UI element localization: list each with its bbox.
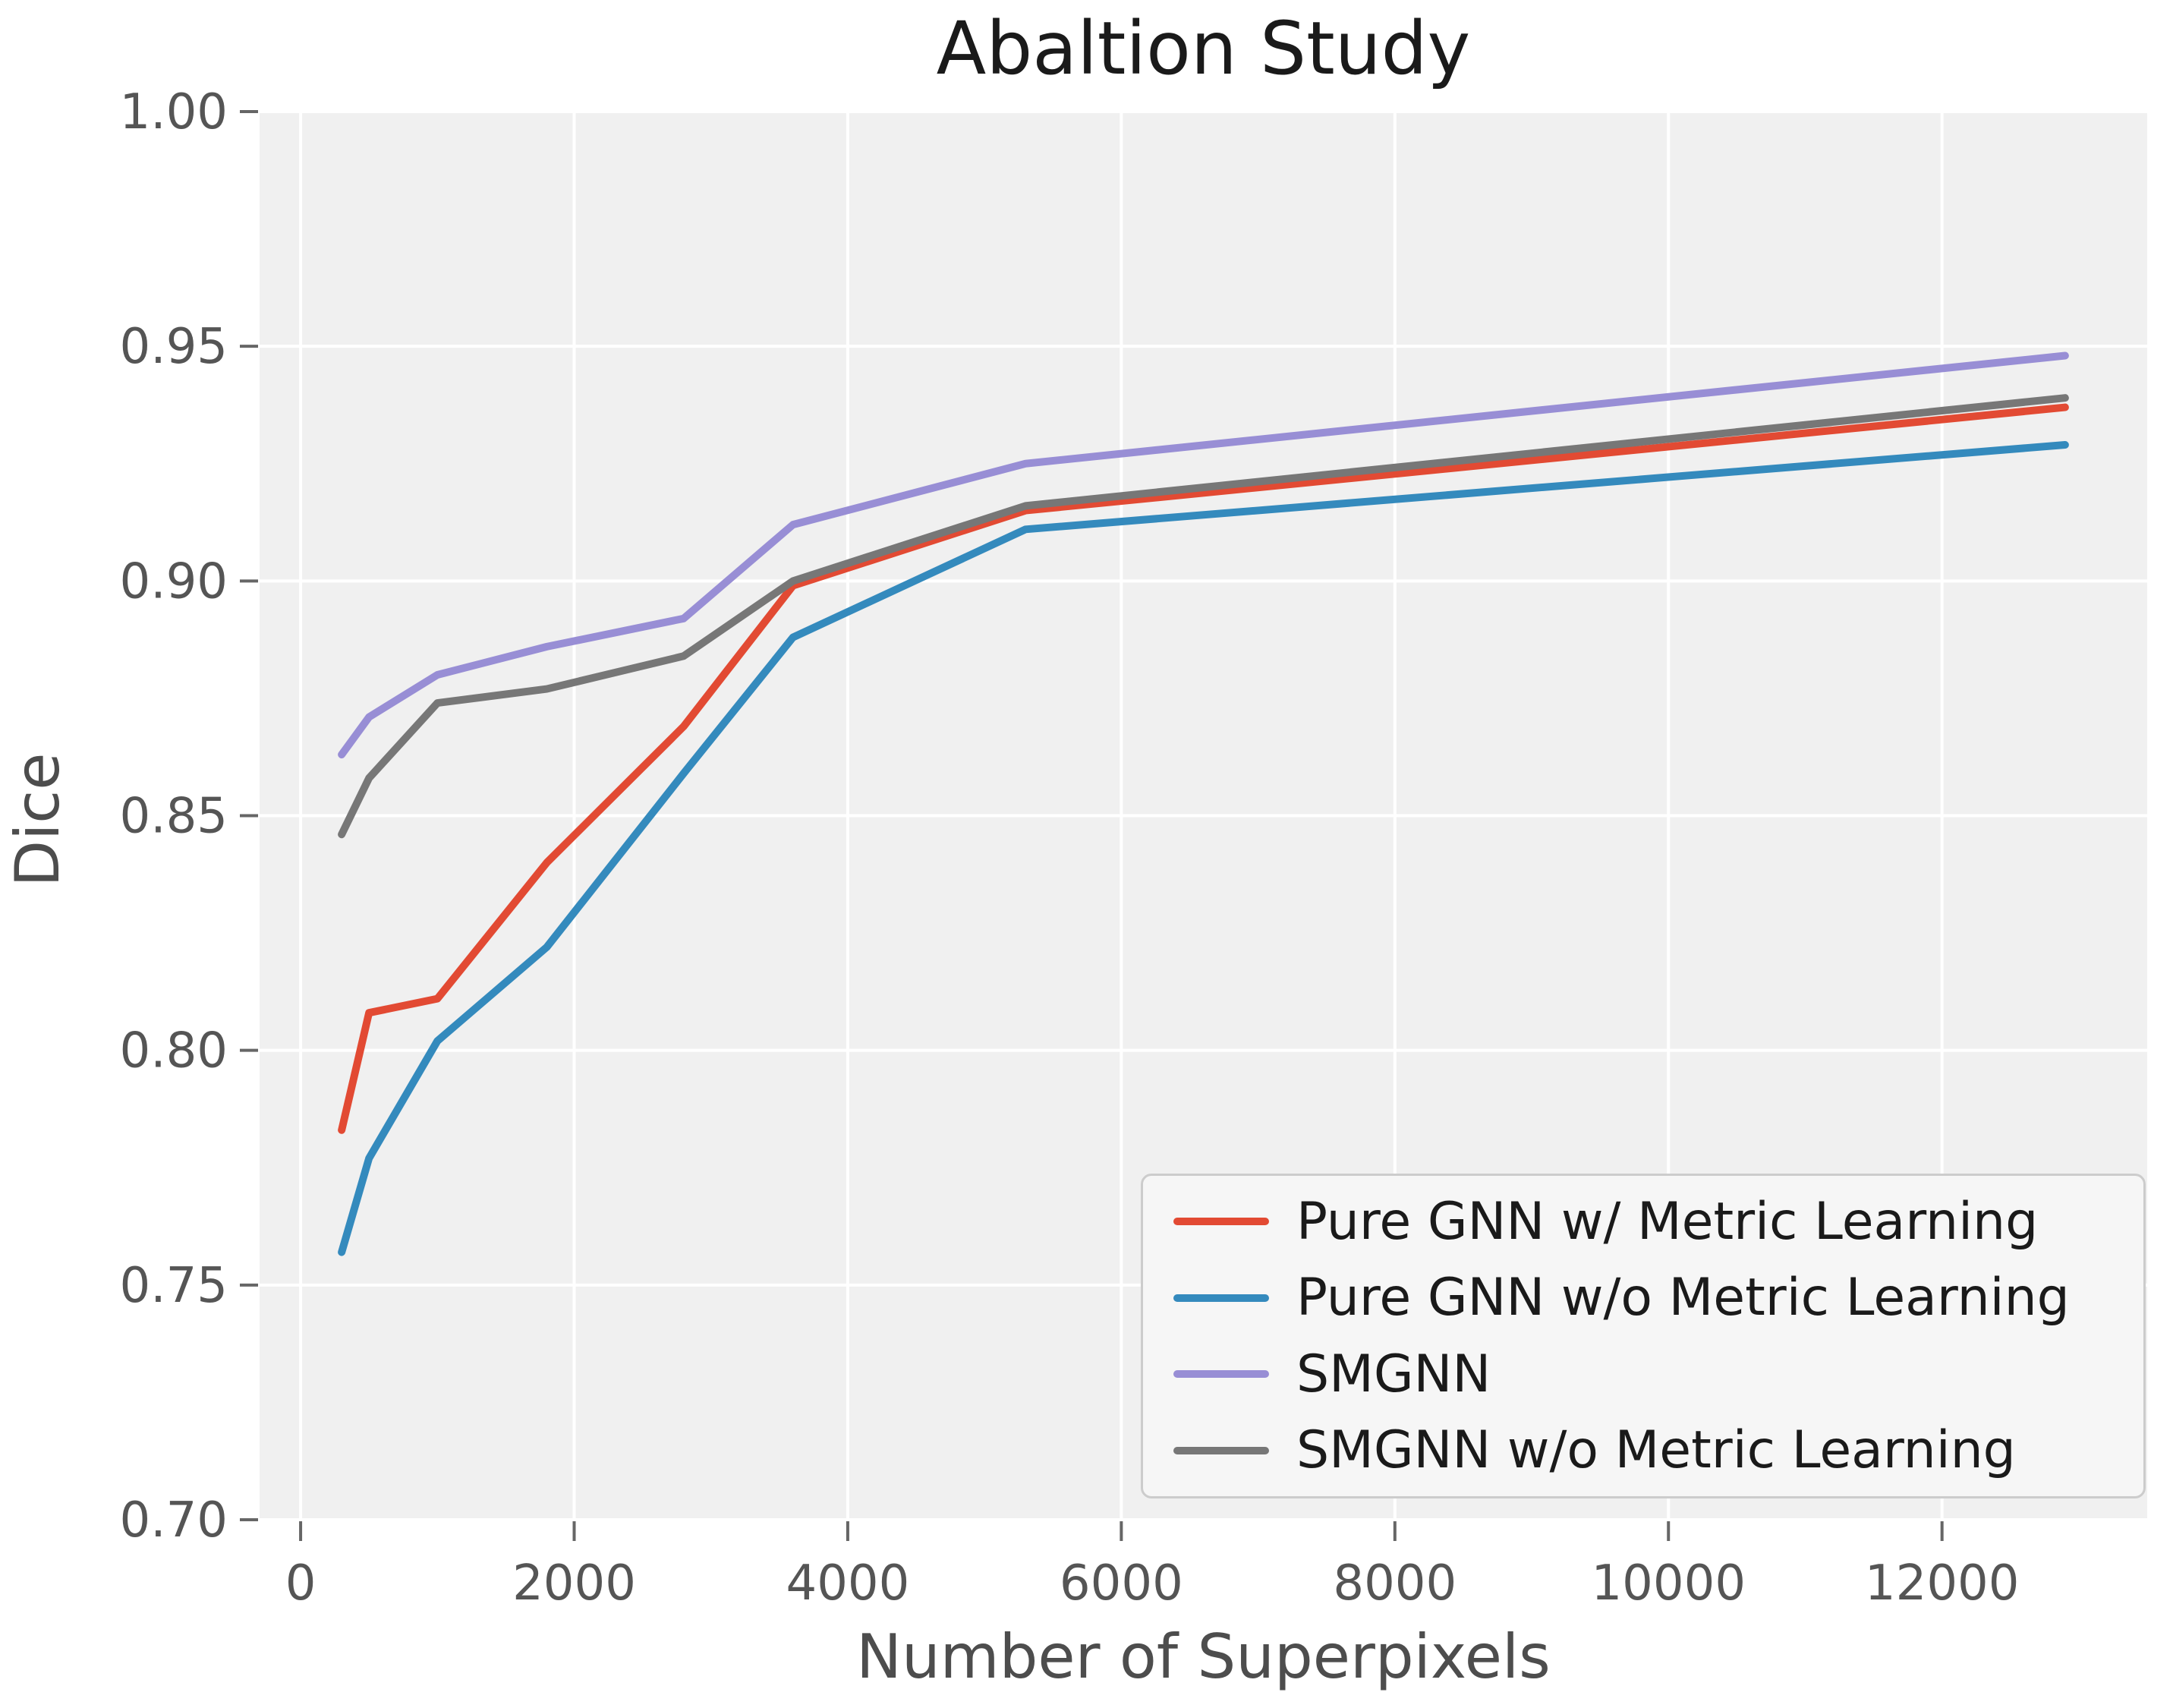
x-tick-label: 10000	[1591, 1555, 1746, 1612]
y-tick-labels: 0.70 0.75 0.80 0.85 0.90 0.95 1.00	[120, 84, 228, 1549]
y-axis-label: Dice	[2, 752, 73, 887]
y-tick-label: 0.80	[120, 1023, 228, 1079]
y-tick-label: 1.00	[120, 84, 228, 140]
series-line-smgnn-w-o-metric-learning	[338, 394, 2069, 839]
legend-item-4: SMGNN w/o Metric Learning	[1173, 1420, 2143, 1480]
legend-label: SMGNN w/o Metric Learning	[1296, 1420, 2016, 1481]
x-tick-label: 2000	[512, 1555, 636, 1612]
series-line-pure-gnn-w-metric-learning	[338, 403, 2069, 1134]
legend-swatch-icon	[1173, 1218, 1269, 1226]
series-line-pure-gnn-w-o-metric-learning	[338, 441, 2069, 1256]
y-tick-label: 0.90	[120, 553, 228, 610]
y-tick-label: 0.75	[120, 1258, 228, 1314]
legend-swatch-icon	[1173, 1370, 1269, 1379]
chart-title: Abaltion Study	[936, 6, 1471, 91]
y-tick-label: 0.70	[120, 1492, 228, 1549]
x-tick-labels: 0 2000 4000 6000 8000 10000 12000	[285, 1555, 2020, 1612]
legend: Pure GNN w/ Metric Learning Pure GNN w/o …	[1141, 1174, 2146, 1498]
legend-item-1: Pure GNN w/ Metric Learning	[1173, 1192, 2143, 1252]
legend-label: SMGNN	[1296, 1344, 1491, 1404]
legend-item-2: Pure GNN w/o Metric Learning	[1173, 1268, 2143, 1328]
legend-label: Pure GNN w/o Metric Learning	[1296, 1268, 2070, 1328]
x-tick-label: 0	[285, 1555, 317, 1612]
x-tick-label: 4000	[786, 1555, 909, 1612]
gridlines	[260, 110, 2147, 1521]
legend-item-3: SMGNN	[1173, 1344, 2143, 1404]
legend-label: Pure GNN w/ Metric Learning	[1296, 1191, 2039, 1252]
x-tick-label: 8000	[1333, 1555, 1457, 1612]
tick-marks	[240, 110, 1944, 1541]
series-line-smgnn	[338, 351, 2069, 759]
legend-swatch-icon	[1173, 1294, 1269, 1302]
x-tick-label: 12000	[1865, 1555, 2020, 1612]
x-axis-label: Number of Superpixels	[856, 1621, 1551, 1692]
data-series	[338, 351, 2069, 1256]
legend-swatch-icon	[1173, 1446, 1269, 1454]
x-tick-label: 6000	[1060, 1555, 1183, 1612]
y-tick-label: 0.95	[120, 319, 228, 375]
y-tick-label: 0.85	[120, 789, 228, 845]
